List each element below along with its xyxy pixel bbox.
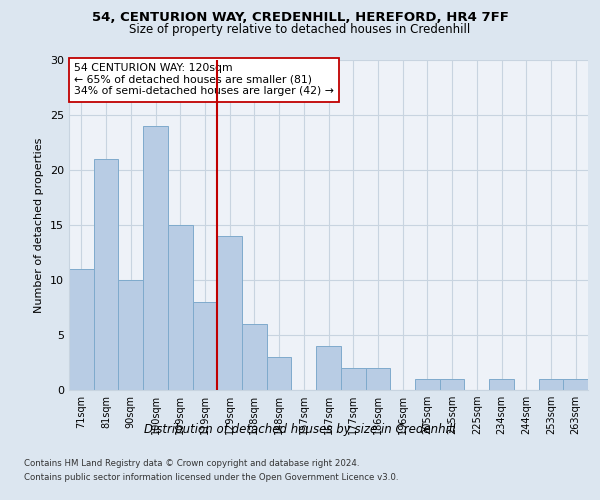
Bar [118, 280, 143, 390]
Bar [539, 379, 563, 390]
Bar [563, 379, 588, 390]
Bar [267, 357, 292, 390]
Bar [94, 159, 118, 390]
Bar [341, 368, 365, 390]
Bar [316, 346, 341, 390]
Bar [242, 324, 267, 390]
Text: Contains public sector information licensed under the Open Government Licence v3: Contains public sector information licen… [24, 474, 398, 482]
Bar [217, 236, 242, 390]
Bar [168, 225, 193, 390]
Text: Distribution of detached houses by size in Credenhill: Distribution of detached houses by size … [145, 422, 455, 436]
Bar [489, 379, 514, 390]
Y-axis label: Number of detached properties: Number of detached properties [34, 138, 44, 312]
Bar [193, 302, 217, 390]
Bar [440, 379, 464, 390]
Bar [143, 126, 168, 390]
Text: 54, CENTURION WAY, CREDENHILL, HEREFORD, HR4 7FF: 54, CENTURION WAY, CREDENHILL, HEREFORD,… [92, 11, 508, 24]
Text: Contains HM Land Registry data © Crown copyright and database right 2024.: Contains HM Land Registry data © Crown c… [24, 458, 359, 468]
Text: 54 CENTURION WAY: 120sqm
← 65% of detached houses are smaller (81)
34% of semi-d: 54 CENTURION WAY: 120sqm ← 65% of detach… [74, 64, 334, 96]
Text: Size of property relative to detached houses in Credenhill: Size of property relative to detached ho… [130, 22, 470, 36]
Bar [415, 379, 440, 390]
Bar [365, 368, 390, 390]
Bar [69, 269, 94, 390]
